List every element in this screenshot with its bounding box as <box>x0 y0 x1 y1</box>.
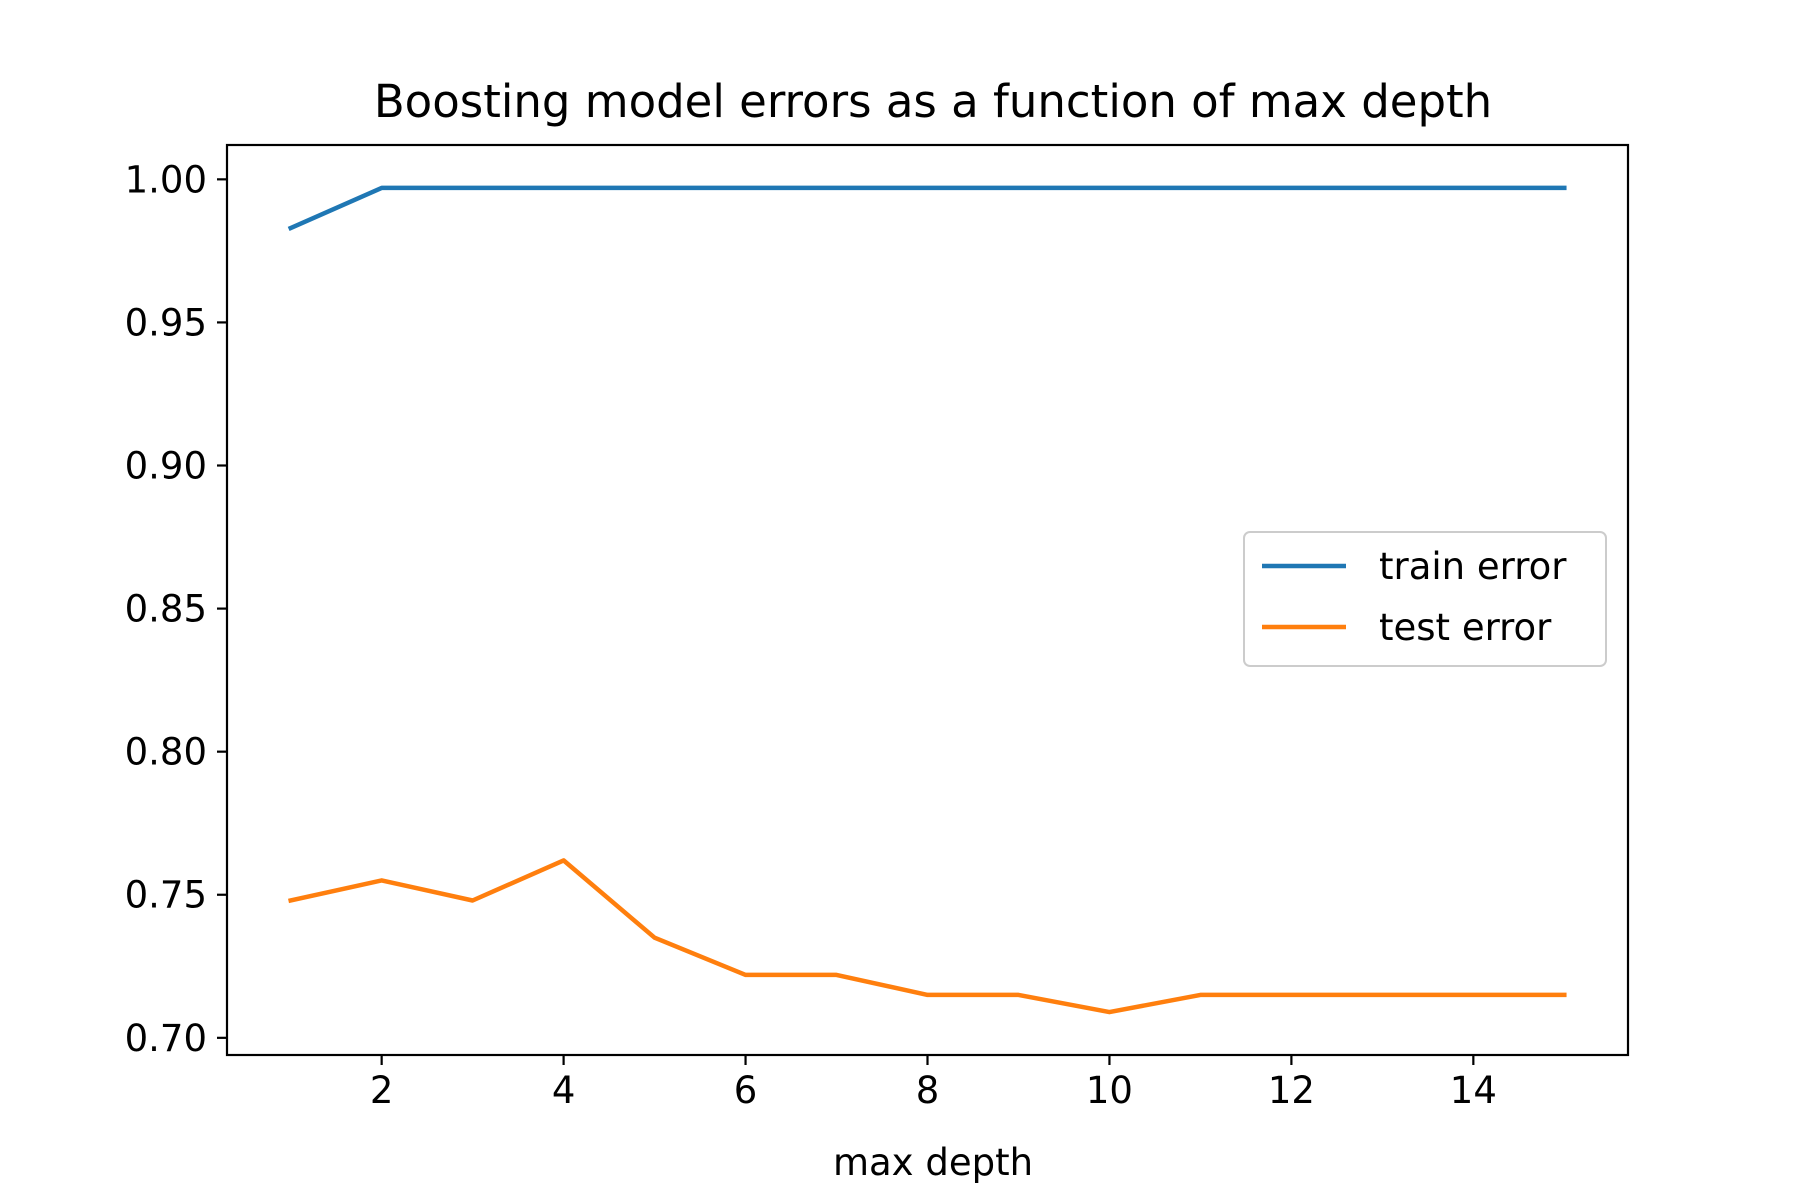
y-tick-label: 0.80 <box>125 731 207 774</box>
y-tick-label: 0.75 <box>125 874 207 917</box>
x-tick-label: 14 <box>1450 1069 1497 1112</box>
legend: train error test error <box>1243 531 1607 667</box>
chart-title: Boosting model errors as a function of m… <box>374 75 1492 128</box>
y-tick-label: 0.85 <box>125 588 207 631</box>
series-layer <box>287 185 1567 1015</box>
y-tick-label: 0.70 <box>125 1017 207 1060</box>
x-tick-label: 12 <box>1268 1069 1315 1112</box>
legend-label: test error <box>1379 606 1552 649</box>
y-tick-label: 1.00 <box>125 158 207 201</box>
axes-layer: 2 4 6 8 10 12 14 0.70 0.75 0.80 0.85 0.90 0.95 1.00 <box>125 143 1630 1112</box>
x-tick-label: 8 <box>916 1069 940 1112</box>
x-tick-label: 6 <box>734 1069 758 1112</box>
y-tick-label: 0.90 <box>125 445 207 488</box>
x-tick-label: 2 <box>370 1069 394 1112</box>
y-tick-label: 0.95 <box>125 301 207 344</box>
x-tick-label: 4 <box>552 1069 576 1112</box>
series-line-1 <box>287 185 1567 231</box>
legend-label: train error <box>1379 545 1567 588</box>
x-axis-label: max depth <box>833 1141 1033 1184</box>
series-line-2 <box>288 858 1567 1015</box>
x-tick-label: 10 <box>1086 1069 1133 1112</box>
